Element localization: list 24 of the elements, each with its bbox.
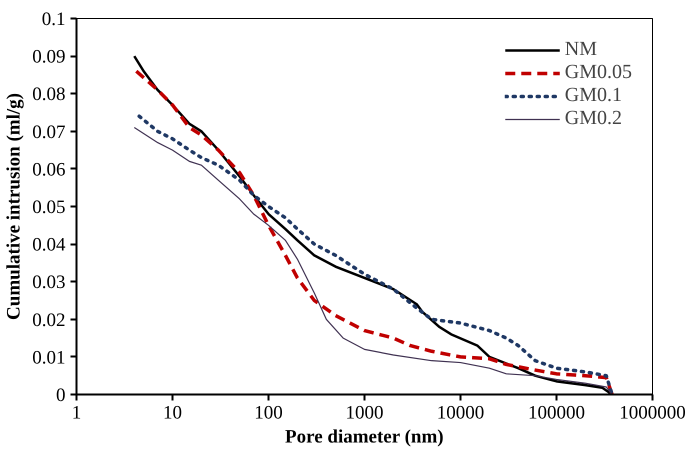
y-axis-title: Cumulative intrusion (ml/g) <box>3 93 24 320</box>
y-tick-label: 0.08 <box>32 84 66 106</box>
y-tick-label: 0.03 <box>32 272 66 294</box>
x-tick-label: 100000 <box>528 402 585 424</box>
y-tick-label: 0.04 <box>32 234 66 256</box>
x-tick-label: 1000000 <box>619 402 686 424</box>
legend-label: GM0.05 <box>564 61 632 84</box>
y-tick-label: 0 <box>56 385 66 406</box>
x-tick-label: 100 <box>254 402 283 424</box>
y-tick-label: 0.07 <box>32 122 66 143</box>
x-tick-label: 10000 <box>436 402 484 424</box>
x-tick-label: 1000 <box>346 402 384 424</box>
x-tick-label: 10 <box>163 402 182 424</box>
y-tick-label: 0.1 <box>42 9 66 30</box>
x-axis-title: Pore diameter (nm) <box>285 426 444 448</box>
x-tick-label: 1 <box>72 402 82 424</box>
y-tick-label: 0.09 <box>32 46 66 68</box>
legend-label: GM0.2 <box>564 107 622 130</box>
y-tick-label: 0.01 <box>32 347 66 368</box>
y-tick-label: 0.05 <box>32 197 66 218</box>
y-tick-label: 0.06 <box>32 159 66 180</box>
legend-label: GM0.1 <box>564 84 622 107</box>
legend-label: NM <box>564 38 597 61</box>
y-tick-label: 0.02 <box>32 310 66 331</box>
